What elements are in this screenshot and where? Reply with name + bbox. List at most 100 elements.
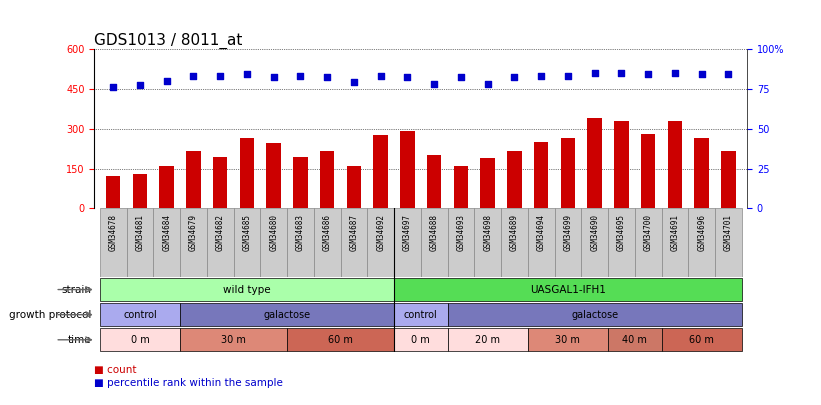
Text: UASGAL1-IFH1: UASGAL1-IFH1 (530, 285, 606, 294)
Point (347, 79, 360, 85)
Text: GSM34689: GSM34689 (510, 214, 519, 251)
Bar (394, 303, 447, 326)
Bar (126, 209, 154, 277)
Bar (667, 121, 682, 209)
Bar (635, 209, 662, 277)
Bar (374, 135, 388, 209)
Point (481, 81, 494, 87)
Point (428, 81, 441, 87)
Text: GSM34682: GSM34682 (216, 214, 225, 251)
Text: GSM34692: GSM34692 (376, 214, 385, 251)
Bar (106, 177, 121, 209)
Point (133, 82, 146, 89)
Text: GSM34699: GSM34699 (563, 214, 572, 251)
Text: GSM34683: GSM34683 (296, 214, 305, 251)
Text: GSM34693: GSM34693 (456, 214, 466, 251)
Point (562, 72, 575, 79)
Bar (260, 209, 287, 277)
Point (374, 72, 388, 79)
Point (695, 71, 709, 77)
Bar (240, 138, 255, 209)
Text: GSM34681: GSM34681 (135, 214, 144, 251)
Text: GSM34678: GSM34678 (108, 214, 117, 251)
Bar (367, 209, 394, 277)
Bar (447, 328, 528, 351)
Bar (346, 166, 361, 209)
Bar (100, 328, 180, 351)
Bar (180, 303, 394, 326)
Text: GSM34698: GSM34698 (483, 214, 492, 251)
Text: time: time (67, 335, 91, 345)
Text: GSM34686: GSM34686 (323, 214, 332, 251)
Bar (587, 118, 602, 209)
Bar (695, 138, 709, 209)
Text: GSM34695: GSM34695 (617, 214, 626, 251)
Bar (608, 328, 662, 351)
Bar (447, 303, 741, 326)
Point (508, 74, 521, 81)
Bar (480, 158, 495, 209)
Bar (394, 209, 421, 277)
Point (294, 72, 307, 79)
Text: GSM34688: GSM34688 (429, 214, 438, 251)
Text: GSM34680: GSM34680 (269, 214, 278, 251)
Bar (180, 328, 287, 351)
Text: GSM34690: GSM34690 (590, 214, 599, 251)
Text: GSM34696: GSM34696 (697, 214, 706, 251)
Bar (132, 174, 147, 209)
Point (160, 77, 173, 84)
Text: GDS1013 / 8011_at: GDS1013 / 8011_at (94, 32, 243, 49)
Bar (453, 166, 468, 209)
Bar (581, 209, 608, 277)
Text: GSM34701: GSM34701 (724, 214, 733, 251)
Text: control: control (123, 310, 157, 320)
Bar (394, 278, 741, 301)
Text: 40 m: 40 m (622, 335, 647, 345)
Bar (266, 143, 281, 209)
Text: galactose: galactose (571, 310, 618, 320)
Text: GSM34697: GSM34697 (403, 214, 412, 251)
Point (401, 74, 414, 81)
Text: GSM34700: GSM34700 (644, 214, 653, 251)
Bar (614, 121, 629, 209)
Bar (320, 151, 334, 209)
Bar (640, 134, 655, 209)
Bar (180, 209, 207, 277)
Point (641, 71, 654, 77)
Bar (213, 156, 227, 209)
Bar (561, 138, 576, 209)
Text: GSM34687: GSM34687 (350, 214, 359, 251)
Text: GSM34685: GSM34685 (242, 214, 251, 251)
Point (107, 84, 120, 90)
Bar (233, 209, 260, 277)
Text: strain: strain (61, 285, 91, 294)
Point (668, 69, 681, 76)
Text: GSM34691: GSM34691 (671, 214, 680, 251)
Bar (688, 209, 715, 277)
Text: wild type: wild type (223, 285, 271, 294)
Point (534, 72, 548, 79)
Bar (507, 151, 521, 209)
Point (615, 69, 628, 76)
Bar (662, 328, 741, 351)
Bar (528, 209, 554, 277)
Point (267, 74, 280, 81)
Bar (662, 209, 688, 277)
Bar (341, 209, 367, 277)
Text: ■ count: ■ count (94, 364, 137, 375)
Text: GSM34694: GSM34694 (537, 214, 546, 251)
Text: ■ percentile rank within the sample: ■ percentile rank within the sample (94, 378, 283, 388)
Point (588, 69, 601, 76)
Text: GSM34679: GSM34679 (189, 214, 198, 251)
Text: growth protocol: growth protocol (9, 310, 91, 320)
Bar (608, 209, 635, 277)
Bar (186, 151, 201, 209)
Point (320, 74, 333, 81)
Bar (715, 209, 741, 277)
Bar (287, 328, 394, 351)
Bar (447, 209, 475, 277)
Bar (100, 278, 394, 301)
Bar (400, 131, 415, 209)
Bar (293, 156, 308, 209)
Point (454, 74, 467, 81)
